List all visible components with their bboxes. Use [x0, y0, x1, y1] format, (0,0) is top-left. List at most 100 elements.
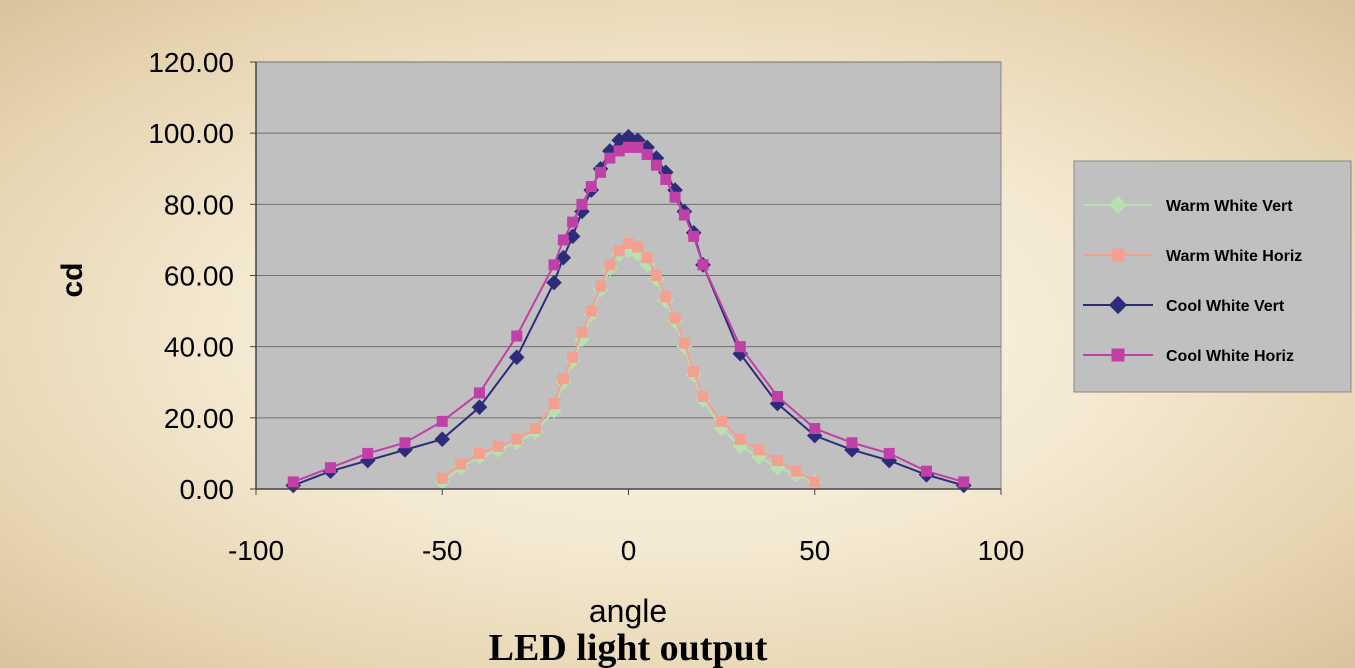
- data-point: [434, 431, 451, 447]
- data-point: [790, 465, 802, 477]
- data-point: [632, 241, 644, 253]
- data-point: [546, 402, 562, 419]
- data-point: [576, 198, 588, 210]
- data-point: [595, 280, 607, 292]
- data-point: [697, 390, 709, 402]
- data-point: [585, 181, 597, 193]
- y-axis-label: cd: [56, 262, 89, 297]
- data-point: [567, 216, 579, 228]
- x-tick-labels: -100 -50 0 50 100: [228, 535, 1024, 566]
- data-point: [557, 373, 569, 385]
- data-point: [632, 141, 644, 153]
- data-point: [678, 337, 690, 349]
- data-point: [511, 433, 523, 445]
- data-point: [630, 132, 646, 149]
- y-tick-label: 100.00: [148, 118, 234, 149]
- data-point: [564, 228, 581, 245]
- data-point: [546, 274, 562, 291]
- data-point: [548, 398, 560, 410]
- legend-item: Cool White Horiz: [1083, 348, 1294, 365]
- data-point: [846, 437, 858, 449]
- data-point: [639, 139, 655, 156]
- data-point: [529, 423, 541, 435]
- y-tick-label: 80.00: [164, 189, 234, 220]
- data-point: [809, 423, 821, 435]
- legend-label: Cool White Horiz: [1166, 348, 1294, 365]
- y-tick-label: 120.00: [148, 47, 234, 78]
- y-tick-labels: 0.00 20.00 40.00 60.00 80.00 100.00 120.00: [148, 47, 234, 505]
- data-point: [806, 427, 823, 444]
- legend-item: Warm White Horiz: [1083, 248, 1302, 265]
- data-point: [641, 149, 653, 161]
- data-point: [641, 252, 653, 264]
- data-point: [548, 259, 560, 271]
- data-point: [657, 164, 674, 181]
- data-point: [881, 452, 898, 469]
- x-tick-label: -50: [422, 535, 462, 566]
- data-point: [555, 249, 572, 266]
- legend-label: Warm White Vert: [1166, 198, 1293, 215]
- data-point: [602, 143, 618, 159]
- data-point: [648, 150, 665, 166]
- data-point: [732, 438, 749, 455]
- data-point: [492, 440, 504, 452]
- data-point: [287, 476, 299, 488]
- data-point: [639, 257, 655, 273]
- data-point: [436, 472, 448, 484]
- series-cool-white-horiz: [287, 141, 970, 488]
- legend-item: Warm White Vert: [1083, 195, 1293, 215]
- data-point: [585, 305, 597, 317]
- data-point: [844, 442, 860, 458]
- y-tick-label: 20.00: [164, 403, 234, 434]
- data-point: [474, 447, 485, 459]
- data-point: [734, 433, 746, 445]
- legend-item: Cool White Vert: [1083, 295, 1285, 315]
- data-point: [508, 349, 525, 366]
- data-point: [751, 449, 767, 465]
- data-point: [660, 173, 672, 185]
- y-tick-label: 40.00: [164, 332, 234, 363]
- data-point: [769, 395, 786, 412]
- x-tick-label: 100: [978, 535, 1025, 566]
- data-point: [667, 182, 683, 198]
- legend-label: Warm White Horiz: [1166, 248, 1302, 265]
- data-point: [620, 128, 637, 145]
- data-point: [630, 246, 646, 262]
- legend-marker: [1111, 248, 1125, 262]
- legend-marker: [1108, 195, 1128, 215]
- data-point: [613, 145, 625, 157]
- data-point: [623, 141, 634, 153]
- x-axis-label: angle: [589, 593, 667, 629]
- data-point: [399, 437, 411, 449]
- legend-label: Cool White Vert: [1166, 298, 1285, 315]
- data-point: [455, 458, 467, 470]
- data-point: [471, 399, 488, 415]
- data-point: [574, 203, 590, 220]
- legend: Warm White Vert Warm White Horiz Cool Whit…: [1073, 160, 1352, 393]
- x-tick-label: -100: [228, 535, 284, 566]
- y-tick-label: 60.00: [164, 261, 234, 292]
- data-point: [669, 312, 681, 324]
- data-point: [688, 230, 700, 242]
- x-tick-label: 0: [621, 535, 637, 566]
- data-point: [576, 326, 588, 338]
- data-point: [620, 242, 637, 259]
- data-point: [753, 444, 765, 456]
- data-point: [574, 331, 590, 348]
- data-point: [669, 191, 681, 203]
- data-point: [697, 259, 709, 271]
- data-point: [678, 209, 690, 221]
- data-point: [362, 447, 374, 459]
- data-point: [921, 465, 932, 477]
- data-point: [650, 159, 662, 171]
- legend-marker: [1108, 295, 1128, 315]
- data-point: [734, 341, 746, 353]
- data-point: [604, 152, 616, 164]
- axes: [250, 61, 1002, 495]
- data-point: [688, 366, 700, 378]
- data-point: [716, 415, 728, 427]
- data-point: [436, 415, 448, 427]
- data-point: [660, 291, 672, 303]
- data-point: [397, 442, 413, 458]
